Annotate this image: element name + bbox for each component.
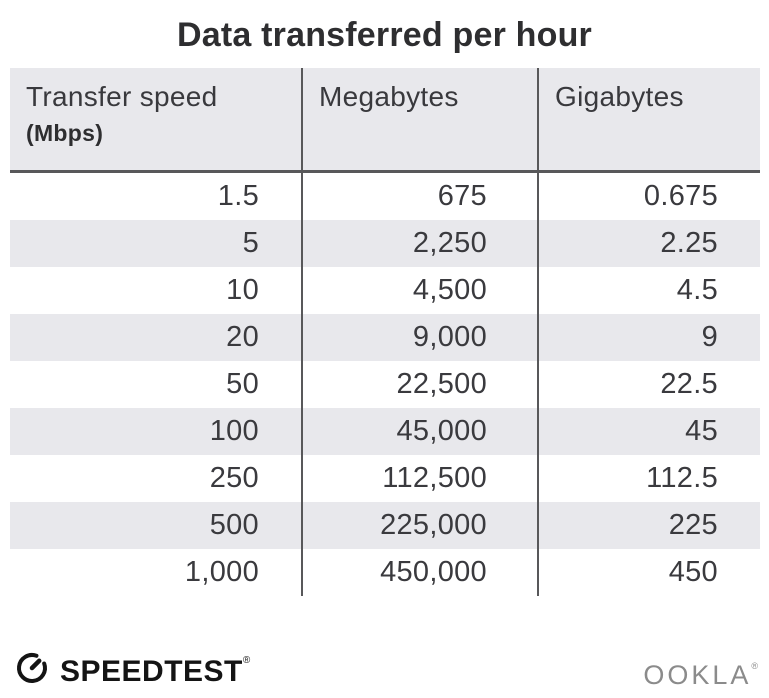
- table-cell: 1.5: [217, 180, 259, 212]
- table-cell: 450,000: [301, 549, 538, 596]
- table-header: Transfer speed (Mbps) Megabytes Gigabyte…: [10, 68, 760, 173]
- table-cell: 45: [537, 408, 760, 455]
- speedtest-registered-mark: ®: [242, 655, 251, 666]
- table-header-row: Transfer speed (Mbps) Megabytes Gigabyte…: [10, 68, 760, 173]
- table-cell: 22.5: [537, 361, 760, 408]
- table-cell: 9: [537, 314, 760, 361]
- column-header-label: Gigabytes: [555, 81, 684, 112]
- table-row: 1.5 675 0.675: [10, 171, 760, 220]
- table-row: 1,000 450,000 450: [10, 549, 760, 596]
- table-cell: 225: [537, 502, 760, 549]
- table-row: 50 22,500 22.5: [10, 361, 760, 408]
- table-cell: 4,500: [301, 267, 538, 314]
- column-header-megabytes: Megabytes: [301, 68, 538, 173]
- table-cell: 4.5: [537, 267, 760, 314]
- table-body: 1.5 675 0.675 5 2,250 2.25 10 4,500 4.5 20 9,000 9 5…: [10, 171, 760, 596]
- table-cell: 2.25: [537, 220, 760, 267]
- speedtest-wordmark: SPEEDTEST®: [60, 643, 251, 690]
- table-row: 250 112,500 112.5: [10, 455, 760, 502]
- table-cell: 450: [537, 549, 760, 596]
- table-row: 500 225,000 225: [10, 502, 760, 549]
- table-row: 5 2,250 2.25: [10, 220, 760, 267]
- ookla-wordmark-text: OOKLA: [643, 660, 752, 690]
- table-cell: 50: [226, 368, 259, 400]
- column-header-gigabytes: Gigabytes: [537, 68, 760, 173]
- speedtest-logo: SPEEDTEST®: [13, 643, 251, 690]
- table-cell: 10: [226, 274, 259, 306]
- table-cell: 225,000: [301, 502, 538, 549]
- table-cell: 0.675: [537, 171, 760, 220]
- speedtest-wordmark-text: SPEEDTEST: [60, 655, 243, 688]
- data-table: Transfer speed (Mbps) Megabytes Gigabyte…: [10, 68, 760, 596]
- ookla-logo: OOKLA®: [643, 651, 758, 690]
- table-cell: 1,000: [184, 556, 259, 588]
- column-header-label: Transfer speed: [26, 81, 218, 112]
- table-cell: 20: [10, 314, 302, 361]
- page-title: Data transferred per hour: [177, 16, 592, 54]
- table-row: 20 9,000 9: [10, 314, 760, 361]
- table-cell: 2,250: [301, 220, 538, 267]
- table-cell: 45,000: [301, 408, 538, 455]
- ookla-registered-mark: ®: [751, 661, 758, 671]
- table-row: 100 45,000 45: [10, 408, 760, 455]
- speedtest-gauge-icon: [17, 652, 47, 683]
- table-cell: 675: [301, 171, 538, 220]
- table-cell: 9,000: [301, 314, 538, 361]
- table-cell: 112.5: [537, 455, 760, 502]
- table-cell: 22,500: [301, 361, 538, 408]
- column-header-transfer-speed: Transfer speed (Mbps): [10, 68, 302, 173]
- table-row: 10 4,500 4.5: [10, 267, 760, 314]
- table-cell: 250: [209, 462, 259, 494]
- column-header-unit: (Mbps): [26, 120, 104, 146]
- table-cell: 112,500: [301, 455, 538, 502]
- table-cell: 100: [10, 408, 302, 455]
- column-header-label: Megabytes: [319, 81, 459, 112]
- footer: SPEEDTEST® OOKLA®: [13, 643, 758, 690]
- table-cell: 5: [10, 220, 302, 267]
- table-cell: 500: [10, 502, 302, 549]
